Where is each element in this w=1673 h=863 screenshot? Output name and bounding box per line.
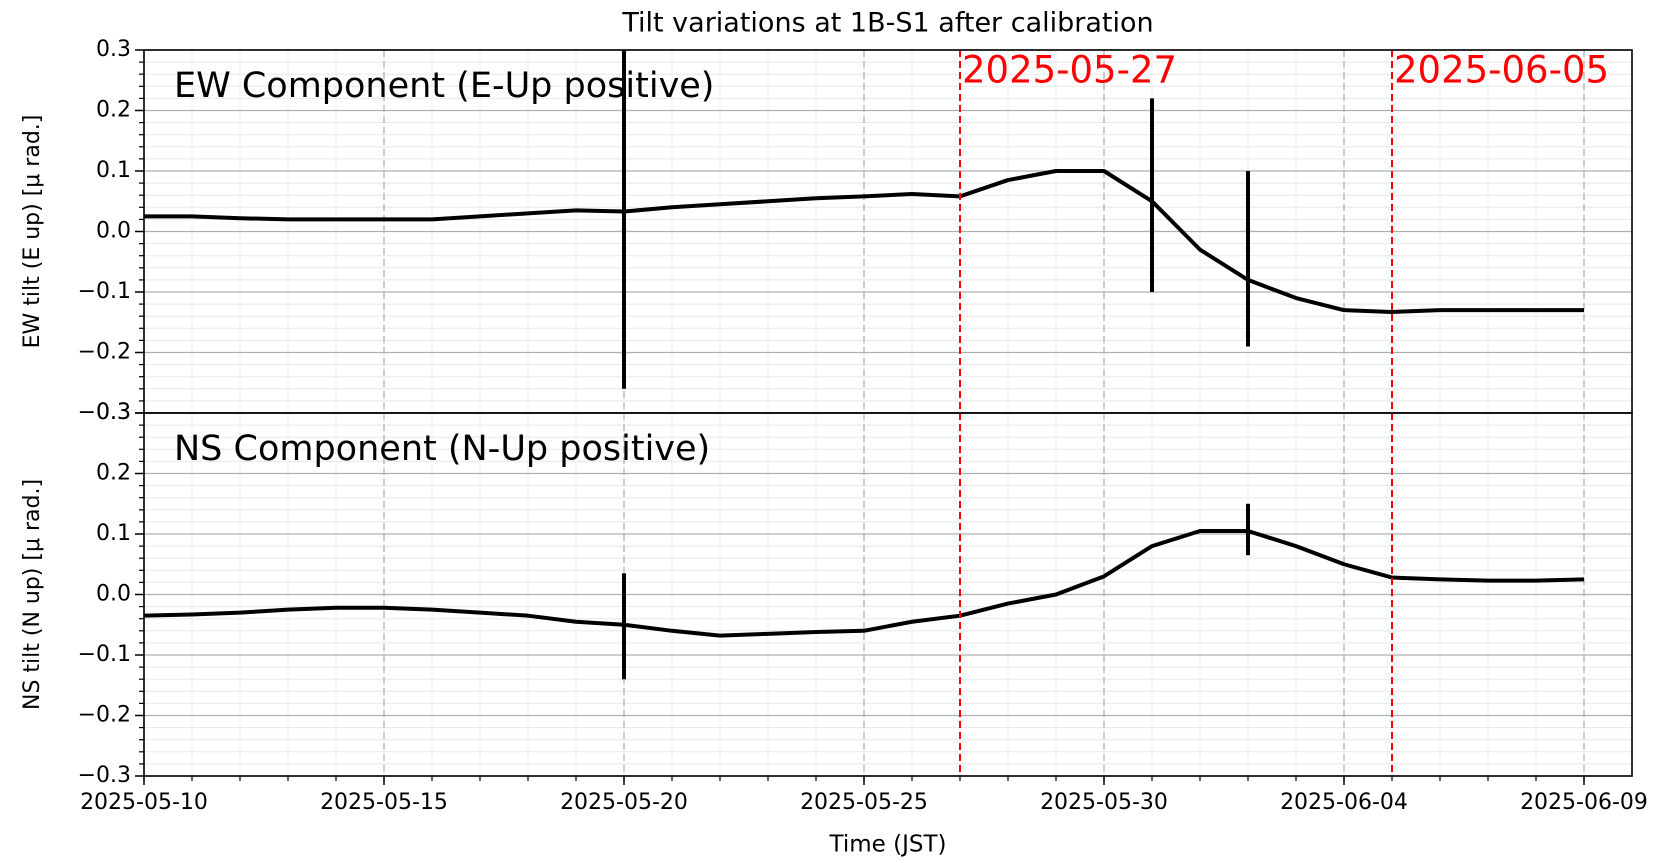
- x-axis-label: Time (JST): [829, 832, 947, 858]
- event-label: 2025-05-27: [962, 49, 1177, 92]
- data-line: [143, 528, 1585, 638]
- y-tick-label: 0.0: [96, 582, 131, 607]
- x-tick-label: 2025-05-15: [320, 790, 448, 815]
- y-tick-label: 0.3: [96, 400, 131, 425]
- y-tick-label: −0.1: [78, 279, 131, 304]
- y-tick-label: −0.3: [78, 400, 131, 425]
- panel-annotation: NS Component (N-Up positive): [174, 429, 710, 469]
- y-tick-label: 0.3: [96, 37, 131, 62]
- axes-frame: [143, 412, 1633, 777]
- x-tick-label: 2025-05-25: [800, 790, 928, 815]
- y-tick-label: 0.0: [96, 219, 131, 244]
- y-tick-label: −0.1: [78, 642, 131, 667]
- x-tick-label: 2025-05-30: [1040, 790, 1168, 815]
- x-tick-label: 2025-05-10: [80, 790, 208, 815]
- y-tick-label: −0.2: [78, 703, 131, 728]
- x-tick-label: 2025-05-20: [560, 790, 688, 815]
- y-tick-label: −0.2: [78, 340, 131, 365]
- y-tick-label: 0.1: [96, 521, 131, 546]
- y-tick-label: 0.2: [96, 98, 131, 123]
- y-tick-label: −0.3: [78, 763, 131, 788]
- data-line: [144, 169, 1584, 314]
- event-label: 2025-06-05: [1394, 49, 1609, 92]
- x-tick-label: 2025-06-04: [1280, 790, 1408, 815]
- y-tick-label: 0.2: [96, 461, 131, 486]
- panel-annotation: EW Component (E-Up positive): [174, 66, 714, 106]
- x-tick-label: 2025-06-09: [1520, 790, 1648, 815]
- y-axis-label: NS tilt (N up) [μ rad.]: [20, 479, 45, 710]
- y-axis-label: EW tilt (E up) [μ rad.]: [20, 115, 45, 349]
- y-tick-label: 0.1: [96, 158, 131, 183]
- figure-title: Tilt variations at 1B-S1 after calibrati…: [621, 8, 1153, 39]
